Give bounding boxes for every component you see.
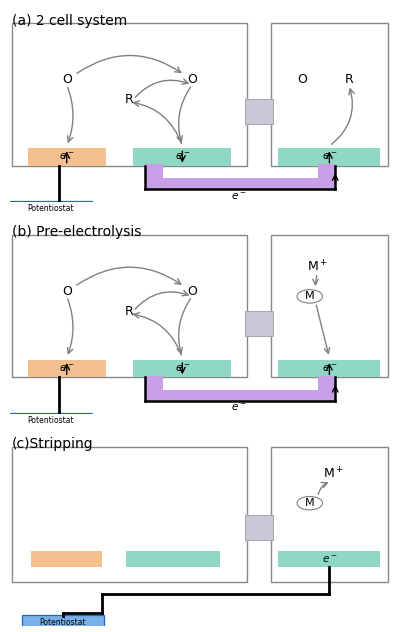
Bar — [145, 389, 335, 401]
Bar — [145, 164, 163, 189]
Text: M$^+$: M$^+$ — [323, 466, 344, 482]
Bar — [270, 23, 388, 166]
FancyBboxPatch shape — [22, 615, 104, 630]
Text: O: O — [187, 285, 197, 298]
Text: $e^-$: $e^-$ — [322, 152, 337, 162]
Text: (b) Pre-electrolysis: (b) Pre-electrolysis — [12, 226, 141, 240]
Bar — [318, 376, 335, 401]
Text: O: O — [297, 73, 307, 87]
Bar — [12, 235, 247, 377]
Bar — [133, 360, 231, 377]
Text: Potentiostat: Potentiostat — [40, 618, 86, 627]
Ellipse shape — [297, 289, 322, 303]
Text: $e^-$: $e^-$ — [322, 554, 337, 564]
Text: O: O — [62, 73, 72, 87]
Text: M: M — [305, 291, 314, 301]
Bar — [270, 447, 388, 581]
Bar — [133, 149, 231, 166]
Bar — [12, 23, 247, 166]
Text: Potentiostat: Potentiostat — [28, 204, 74, 214]
Text: $e^-$: $e^-$ — [59, 363, 74, 374]
Bar — [145, 376, 163, 401]
Bar — [28, 360, 106, 377]
Bar — [318, 164, 335, 189]
Bar — [245, 99, 272, 124]
Bar — [278, 149, 380, 166]
Text: R: R — [125, 305, 134, 318]
Text: $e^-$: $e^-$ — [59, 152, 74, 162]
Text: R: R — [344, 73, 353, 87]
Text: Potentiostat: Potentiostat — [28, 416, 74, 425]
Text: $e^-$: $e^-$ — [322, 363, 337, 374]
Bar — [145, 178, 335, 189]
Text: $e^-$: $e^-$ — [174, 152, 190, 162]
Bar — [245, 311, 272, 336]
Bar — [126, 551, 220, 567]
Text: $e^-$: $e^-$ — [174, 363, 190, 374]
Bar — [270, 235, 388, 377]
Bar — [32, 551, 102, 567]
Text: (a) 2 cell system: (a) 2 cell system — [12, 14, 127, 28]
FancyBboxPatch shape — [10, 202, 92, 217]
Text: O: O — [62, 285, 72, 298]
Bar — [12, 447, 247, 581]
FancyBboxPatch shape — [10, 413, 92, 428]
Text: $e^-$: $e^-$ — [232, 191, 247, 202]
Bar — [245, 516, 272, 540]
Bar — [278, 551, 380, 567]
Text: R: R — [125, 93, 134, 106]
Text: O: O — [187, 73, 197, 87]
Text: (c)Stripping: (c)Stripping — [12, 437, 94, 451]
Bar — [28, 149, 106, 166]
Text: $e^-$: $e^-$ — [232, 403, 247, 413]
Text: M: M — [305, 498, 314, 508]
Ellipse shape — [297, 497, 322, 510]
Bar — [278, 360, 380, 377]
Text: M$^+$: M$^+$ — [307, 259, 328, 275]
